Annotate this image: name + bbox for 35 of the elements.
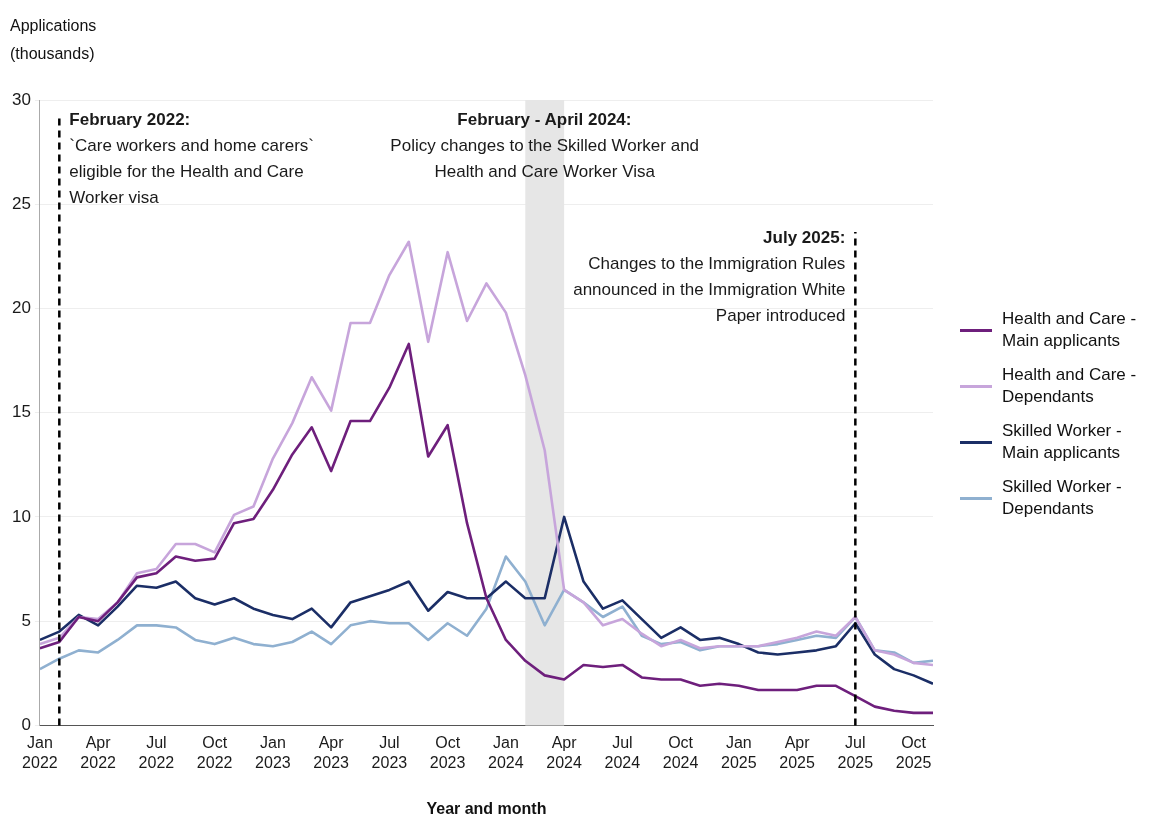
annotation: `Care workers and home carers` eligible for the Health and Care Worker visa xyxy=(69,136,315,208)
legend-label: Skilled Worker - Main applicants xyxy=(1002,420,1123,464)
x-tick-label: Jul 2024 xyxy=(604,734,641,771)
x-tick-label: Jul 2023 xyxy=(371,734,408,771)
annotation: Changes to the Immigration Rules announced in the Immigration White Paper introduced xyxy=(573,254,846,326)
x-tick-label: Apr 2022 xyxy=(80,734,117,771)
y-tick-label: 5 xyxy=(21,610,31,630)
x-tick-label: Apr 2025 xyxy=(779,734,815,771)
x-tick-label: Apr 2023 xyxy=(313,734,350,771)
x-tick-label: Jan 2025 xyxy=(721,734,757,771)
ref-line-label: February 2022: xyxy=(69,110,191,130)
y-axis-title: Applications (thousands) xyxy=(10,16,98,64)
annotation: Policy changes to the Skilled Worker and Health and Care Worker Visa xyxy=(390,136,700,182)
legend-label: Health and Care - Main applicants xyxy=(1002,308,1138,352)
x-tick-label: Jul 2022 xyxy=(138,734,175,771)
y-tick-label: 25 xyxy=(11,193,31,213)
y-tick-label: 30 xyxy=(11,89,31,109)
y-tick-label: 10 xyxy=(11,506,31,526)
x-tick-label: Oct 2022 xyxy=(196,734,233,771)
legend-label: Skilled Worker - Dependants xyxy=(1002,476,1123,520)
x-tick-label: Jan 2023 xyxy=(255,734,291,771)
x-tick-label: Oct 2024 xyxy=(662,734,699,771)
x-tick-label: Oct 2023 xyxy=(429,734,466,771)
x-tick-label: Jan 2024 xyxy=(488,734,524,771)
ref-line-label: July 2025: xyxy=(763,228,846,248)
y-tick-label: 20 xyxy=(11,298,31,318)
x-tick-label: Apr 2024 xyxy=(546,734,583,771)
x-tick-label: Jan 2022 xyxy=(22,734,58,771)
y-tick-label: 0 xyxy=(21,715,31,735)
band-label: February - April 2024: xyxy=(457,110,632,130)
y-tick-label: 15 xyxy=(11,402,31,422)
x-tick-label: Oct 2025 xyxy=(895,734,932,771)
x-tick-label: Jul 2025 xyxy=(837,734,874,771)
legend-label: Health and Care - Dependants xyxy=(1002,364,1138,408)
x-axis-title: Year and month xyxy=(426,799,547,817)
